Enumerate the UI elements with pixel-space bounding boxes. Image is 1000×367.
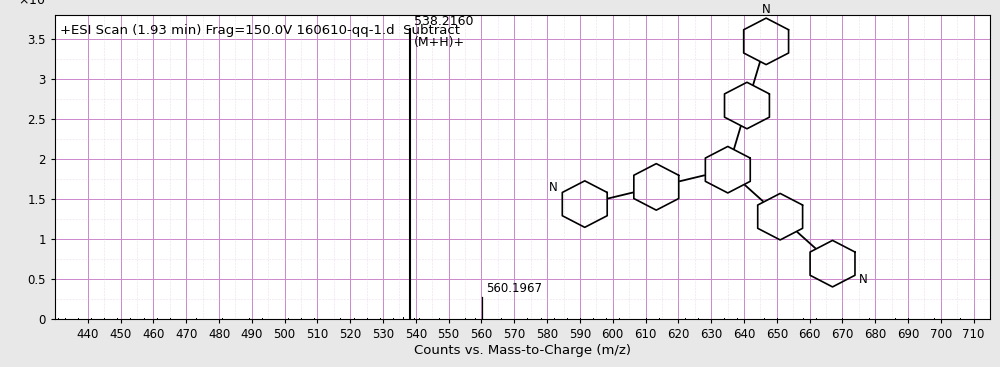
- Text: N: N: [859, 273, 868, 286]
- Text: N: N: [549, 181, 558, 195]
- X-axis label: Counts vs. Mass-to-Charge (m/z): Counts vs. Mass-to-Charge (m/z): [414, 344, 631, 357]
- Text: N: N: [762, 3, 771, 15]
- Text: +ESI Scan (1.93 min) Frag=150.0V 160610-qq-1.d  Subtract: +ESI Scan (1.93 min) Frag=150.0V 160610-…: [60, 24, 460, 37]
- Text: $\times$10$^{5}$: $\times$10$^{5}$: [18, 0, 51, 8]
- Text: 560.1967: 560.1967: [486, 282, 542, 295]
- Text: (M+H)+: (M+H)+: [414, 36, 465, 49]
- Text: 538.2160: 538.2160: [414, 15, 473, 28]
